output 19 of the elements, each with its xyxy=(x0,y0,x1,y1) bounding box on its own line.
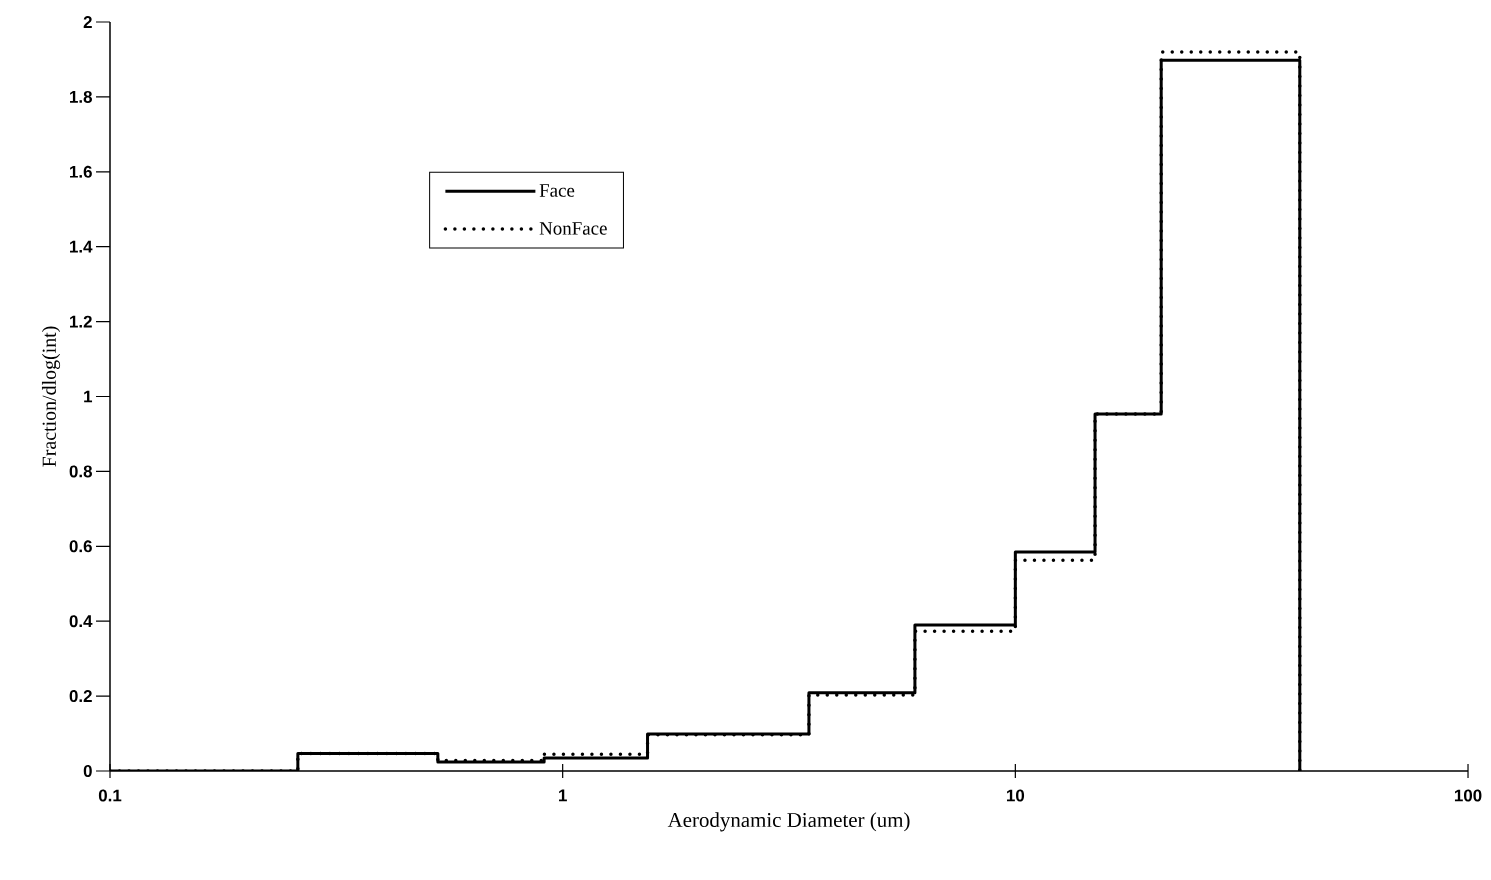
x-tick-label: 10 xyxy=(1006,789,1025,802)
legend-label: NonFace xyxy=(539,222,607,235)
y-tick-label: 0.2 xyxy=(69,690,92,703)
y-axis-title: Fraction/dlog(int) xyxy=(41,326,61,467)
y-tick-label: 0.4 xyxy=(69,615,93,628)
y-tick-label: 1.8 xyxy=(70,90,92,103)
y-tick-label: 1.6 xyxy=(70,165,92,178)
x-tick-label: 0.1 xyxy=(98,789,122,802)
x-axis-title: Aerodynamic Diameter (um) xyxy=(667,812,910,832)
y-tick-label: 1 xyxy=(84,390,93,403)
y-tick-label: 0 xyxy=(83,765,92,777)
y-tick-label: 0.6 xyxy=(69,540,92,553)
x-tick-label: 1 xyxy=(559,789,567,802)
y-tick-label: 2 xyxy=(83,16,92,28)
y-tick-label: 1.4 xyxy=(70,240,93,253)
legend-label: Face xyxy=(539,184,575,197)
y-tick-label: 0.8 xyxy=(69,465,92,478)
x-tick-label: 100 xyxy=(1454,789,1482,802)
y-tick-label: 1.2 xyxy=(70,315,92,328)
